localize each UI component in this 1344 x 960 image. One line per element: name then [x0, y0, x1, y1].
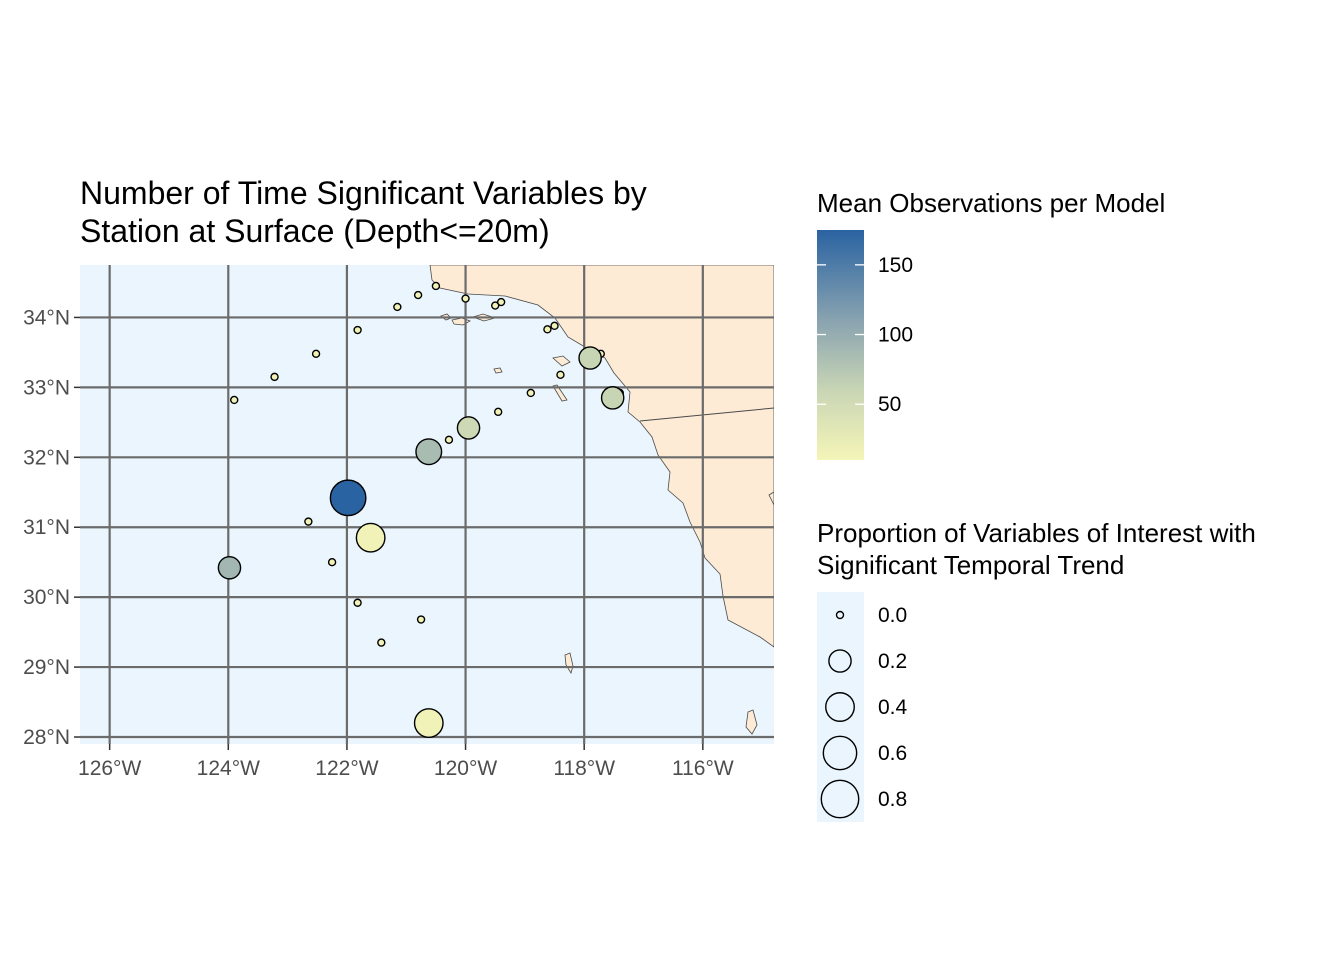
color-legend-label: 150	[878, 254, 913, 277]
size-legend-label: 0.2	[878, 650, 907, 673]
x-tick-label: 122°W	[315, 757, 378, 780]
station-point	[543, 325, 552, 334]
station-point	[329, 479, 367, 517]
station-point	[353, 598, 362, 607]
station-point	[461, 294, 470, 303]
chart-title-line-2: Station at Surface (Depth<=20m)	[80, 213, 550, 249]
color-legend-label: 100	[878, 324, 913, 347]
station-point	[556, 370, 565, 379]
station-point	[413, 290, 423, 300]
size-legend-key	[825, 692, 855, 722]
island-east-edge	[768, 491, 774, 506]
mainland-land	[429, 265, 774, 648]
station-point	[393, 302, 402, 312]
size-legend-key-background	[817, 592, 864, 822]
y-tick-label: 29°N	[23, 656, 70, 679]
x-tick-label: 124°W	[197, 757, 260, 780]
station-point	[304, 517, 313, 526]
color-legend-title: Mean Observations per Model	[817, 188, 1165, 218]
station-point	[327, 557, 337, 567]
station-point	[353, 325, 362, 335]
graticule-lines	[80, 265, 774, 744]
us-mexico-border	[639, 407, 774, 422]
station-point	[578, 346, 602, 370]
station-point	[217, 555, 242, 580]
size-legend-title-line-2: Significant Temporal Trend	[817, 550, 1124, 580]
island-san-clemente	[552, 384, 568, 402]
size-legend-label: 0.0	[878, 604, 907, 627]
island-catalina	[552, 355, 571, 367]
station-point	[431, 281, 441, 291]
station-point	[230, 395, 239, 405]
y-tick-label: 33°N	[23, 376, 70, 399]
y-tick-label: 32°N	[23, 446, 70, 469]
y-tick-label: 30°N	[23, 586, 70, 609]
station-point	[416, 615, 426, 624]
size-legend-title-line-1: Proportion of Variables of Interest with	[817, 518, 1256, 548]
station-point	[415, 438, 443, 466]
y-tick-label: 28°N	[23, 726, 70, 749]
size-legend-label: 0.4	[878, 696, 908, 719]
station-point	[496, 297, 506, 307]
map-panel	[80, 265, 774, 744]
x-tick-label: 120°W	[434, 757, 497, 780]
x-tick-label: 116°W	[672, 757, 734, 780]
size-legend-key	[835, 610, 845, 620]
y-tick-label: 31°N	[23, 516, 70, 539]
station-point	[355, 522, 386, 553]
station-point	[493, 407, 503, 417]
station-point	[600, 386, 625, 410]
y-tick-label: 34°N	[23, 306, 70, 329]
station-point	[444, 435, 454, 445]
color-legend-bar	[817, 230, 864, 460]
color-legend: Mean Observations per Model 50 100 150	[817, 188, 1165, 460]
station-point	[456, 416, 481, 440]
size-legend-label: 0.8	[878, 788, 907, 811]
x-axis: 126°W 124°W 122°W 120°W 118°W 116°W	[78, 744, 734, 780]
y-axis: 28°N 29°N 30°N 31°N 32°N 33°N 34°N	[23, 306, 80, 749]
station-point	[491, 301, 500, 310]
chart-title-line-1: Number of Time Significant Variables by	[80, 175, 647, 211]
size-legend-key	[828, 649, 852, 673]
station-points	[217, 281, 625, 738]
station-point	[413, 708, 444, 738]
size-legend: Proportion of Variables of Interest with…	[817, 518, 1256, 822]
size-legend-key	[822, 735, 858, 771]
x-tick-label: 118°W	[553, 757, 615, 780]
size-legend-key	[820, 779, 860, 819]
island-san-nicolas	[493, 367, 503, 374]
color-legend-ticks: 50 100 150	[817, 254, 913, 416]
station-point	[311, 349, 321, 359]
color-legend-label: 50	[878, 393, 901, 416]
size-legend-keys: 0.0 0.2 0.4 0.6 0.8	[820, 604, 908, 819]
station-point	[526, 388, 536, 398]
station-point	[377, 638, 386, 647]
size-legend-label: 0.6	[878, 742, 907, 765]
station-point	[270, 372, 279, 382]
x-tick-label: 126°W	[78, 757, 141, 780]
station-point	[550, 321, 559, 331]
island-cedros	[745, 709, 758, 735]
